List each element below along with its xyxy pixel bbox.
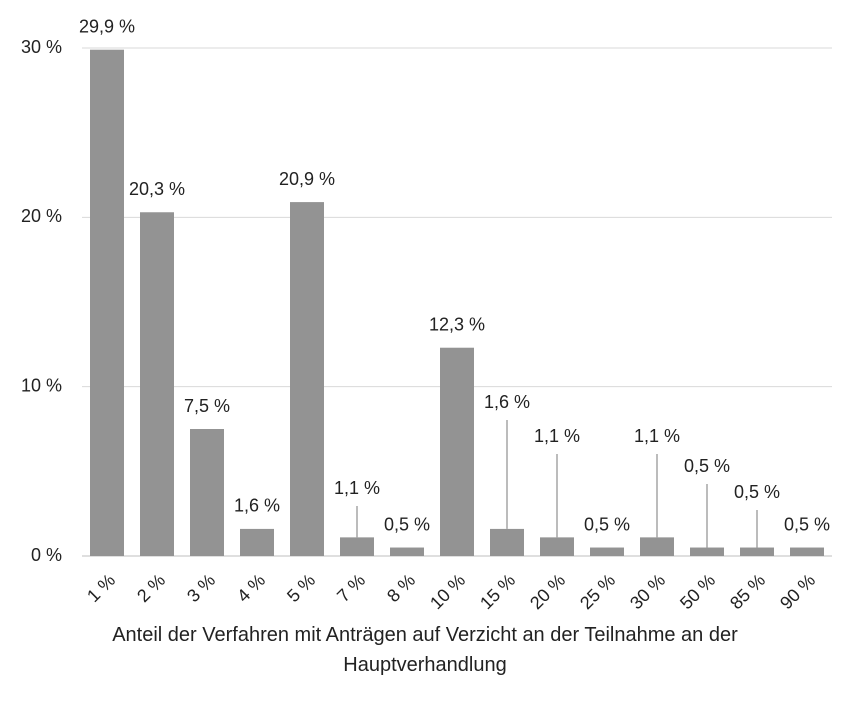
bar [790, 547, 824, 556]
data-label: 1,1 % [334, 478, 380, 498]
bar [540, 537, 574, 556]
data-label: 20,9 % [279, 169, 335, 189]
bar [240, 528, 274, 556]
data-label: 1,1 % [534, 426, 580, 446]
bar [590, 547, 624, 556]
x-tick-label: 10 % [426, 570, 469, 613]
y-tick-label: 10 % [21, 375, 62, 395]
data-label: 0,5 % [734, 482, 780, 502]
y-tick-label: 0 % [31, 545, 62, 565]
bar [190, 429, 224, 556]
bar [690, 547, 724, 556]
y-tick-label: 30 % [21, 37, 62, 57]
data-label: 29,9 % [79, 16, 135, 36]
x-tick-label: 4 % [233, 570, 269, 606]
x-tick-label: 90 % [776, 570, 819, 613]
data-label: 12,3 % [429, 314, 485, 334]
bar [90, 49, 124, 557]
bar [390, 547, 424, 556]
x-tick-label: 7 % [333, 570, 369, 606]
x-tick-label: 50 % [676, 570, 719, 613]
bar [340, 537, 374, 556]
data-label: 7,5 % [184, 396, 230, 416]
x-axis-label: Anteil der Verfahren mit Anträgen auf Ve… [112, 624, 738, 676]
x-tick-label: 1 % [83, 570, 119, 606]
bar [440, 347, 474, 556]
bar [290, 202, 324, 557]
x-tick-label: 2 % [133, 570, 169, 606]
x-tick-label: 20 % [526, 570, 569, 613]
x-tick-label: 5 % [283, 570, 319, 606]
x-tick-label: 8 % [383, 570, 419, 606]
data-label: 1,1 % [634, 426, 680, 446]
x-tick-label: 15 % [476, 570, 519, 613]
data-label: 0,5 % [684, 456, 730, 476]
bar [640, 537, 674, 556]
data-label: 1,6 % [484, 392, 530, 412]
bar [490, 528, 524, 556]
data-label: 20,3 % [129, 179, 185, 199]
y-tick-label: 20 % [21, 206, 62, 226]
x-tick-label: 3 % [183, 570, 219, 606]
data-label: 0,5 % [584, 514, 630, 534]
x-tick-label: 85 % [726, 570, 769, 613]
chart: 0 % 10 % 20 % 30 % 1 % 29,9 % 2 % 20,3 % 3 % 7,5 … [21, 16, 832, 613]
data-label: 1,6 % [234, 496, 280, 516]
x-tick-label: 25 % [576, 570, 619, 613]
bar [740, 547, 774, 556]
x-tick-label: 30 % [626, 570, 669, 613]
data-label: 0,5 % [784, 514, 830, 534]
data-label: 0,5 % [384, 514, 430, 534]
bar [140, 212, 174, 556]
